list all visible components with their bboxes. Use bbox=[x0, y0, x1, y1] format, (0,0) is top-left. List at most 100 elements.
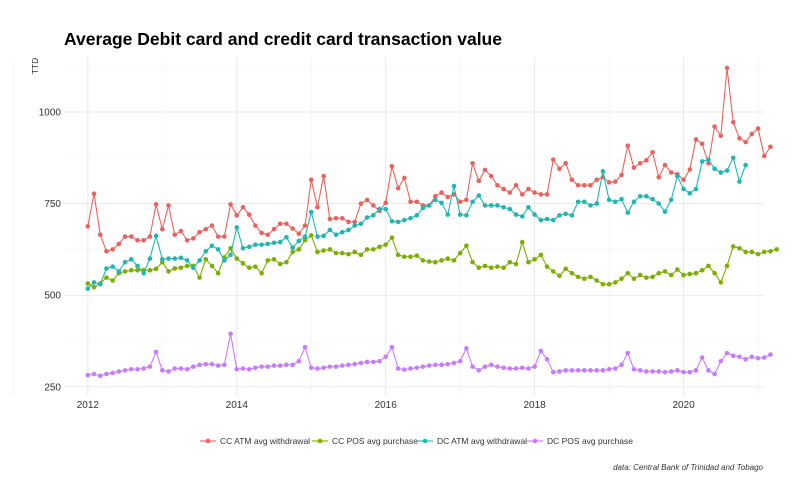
data-point bbox=[160, 257, 165, 262]
data-point bbox=[581, 182, 587, 188]
data-point bbox=[532, 257, 537, 262]
data-point bbox=[104, 371, 109, 377]
data-point bbox=[277, 261, 283, 267]
data-point bbox=[519, 214, 525, 219]
data-point bbox=[246, 366, 252, 372]
data-point bbox=[414, 365, 420, 371]
data-point bbox=[501, 265, 506, 271]
data-point bbox=[650, 274, 655, 280]
data-point bbox=[172, 266, 178, 271]
data-point bbox=[271, 240, 277, 246]
data-point bbox=[613, 179, 618, 184]
data-point bbox=[575, 274, 581, 280]
data-point bbox=[234, 213, 240, 218]
axis-tick-labels: 250 500 750 1000 2012 2014 2016 2018 2020 bbox=[39, 107, 695, 411]
data-point bbox=[85, 372, 91, 378]
data-point bbox=[693, 186, 699, 192]
data-point bbox=[395, 252, 401, 258]
data-point bbox=[675, 173, 680, 179]
data-point bbox=[172, 232, 178, 238]
data-point bbox=[575, 199, 581, 205]
data-point bbox=[166, 269, 171, 274]
data-point bbox=[606, 281, 612, 287]
data-point bbox=[656, 369, 662, 374]
data-point bbox=[544, 264, 550, 269]
data-point bbox=[563, 160, 568, 166]
data-point bbox=[588, 182, 593, 188]
data-point bbox=[339, 215, 345, 221]
data-point bbox=[433, 259, 438, 265]
data-point bbox=[488, 203, 494, 208]
data-point bbox=[420, 205, 426, 211]
data-point bbox=[718, 170, 724, 175]
chart-caption: data: Central Bank of Trinidad and Tobag… bbox=[613, 463, 763, 472]
data-point bbox=[184, 258, 190, 263]
data-point bbox=[135, 237, 140, 243]
data-point bbox=[600, 169, 606, 174]
data-point bbox=[588, 274, 593, 280]
data-point bbox=[526, 366, 531, 371]
data-point bbox=[259, 230, 264, 236]
data-point bbox=[749, 249, 755, 255]
data-point bbox=[370, 247, 376, 252]
data-point bbox=[228, 252, 233, 258]
data-point bbox=[718, 358, 724, 364]
data-point bbox=[271, 226, 277, 232]
data-point bbox=[581, 276, 587, 282]
legend-key-point bbox=[422, 438, 428, 444]
data-point bbox=[433, 197, 438, 203]
data-point bbox=[513, 182, 519, 188]
data-point bbox=[544, 357, 550, 362]
data-point bbox=[327, 216, 333, 222]
data-point bbox=[141, 237, 146, 243]
data-point bbox=[240, 261, 246, 266]
data-point bbox=[284, 362, 289, 368]
data-point bbox=[451, 360, 457, 366]
data-point bbox=[699, 268, 705, 273]
data-point bbox=[327, 227, 333, 233]
data-point bbox=[724, 350, 730, 356]
data-point bbox=[656, 270, 662, 276]
data-point bbox=[408, 366, 413, 371]
data-point bbox=[681, 186, 686, 192]
data-point bbox=[631, 165, 637, 170]
data-point bbox=[768, 144, 773, 150]
data-point bbox=[613, 199, 618, 205]
x-tick-label: 2012 bbox=[77, 400, 100, 411]
data-point bbox=[364, 359, 370, 365]
data-point bbox=[470, 160, 475, 166]
series-layer bbox=[85, 65, 779, 379]
data-point bbox=[519, 365, 525, 371]
data-point bbox=[209, 223, 215, 228]
data-point bbox=[222, 234, 227, 239]
data-point bbox=[116, 241, 122, 247]
data-point bbox=[507, 366, 513, 371]
data-point bbox=[215, 247, 221, 252]
data-point bbox=[85, 224, 91, 229]
data-point bbox=[414, 253, 420, 258]
data-point bbox=[203, 248, 209, 254]
data-point bbox=[135, 268, 140, 273]
data-point bbox=[699, 141, 705, 147]
data-point bbox=[147, 234, 153, 239]
data-point bbox=[346, 362, 351, 368]
y-tick-label: 750 bbox=[44, 199, 61, 210]
data-point bbox=[222, 362, 227, 368]
data-point bbox=[358, 252, 364, 258]
data-point bbox=[451, 183, 457, 189]
data-point bbox=[538, 192, 544, 197]
data-point bbox=[774, 247, 779, 252]
data-point bbox=[712, 270, 717, 276]
data-point bbox=[544, 192, 550, 197]
data-point bbox=[550, 269, 556, 274]
data-point bbox=[650, 369, 655, 374]
data-point bbox=[333, 250, 339, 256]
data-point bbox=[308, 177, 314, 183]
data-point bbox=[706, 368, 711, 373]
data-point bbox=[370, 359, 376, 365]
data-point bbox=[644, 193, 649, 199]
data-point bbox=[122, 259, 128, 265]
data-point bbox=[141, 366, 146, 371]
data-point bbox=[315, 234, 320, 239]
data-point bbox=[364, 197, 370, 203]
